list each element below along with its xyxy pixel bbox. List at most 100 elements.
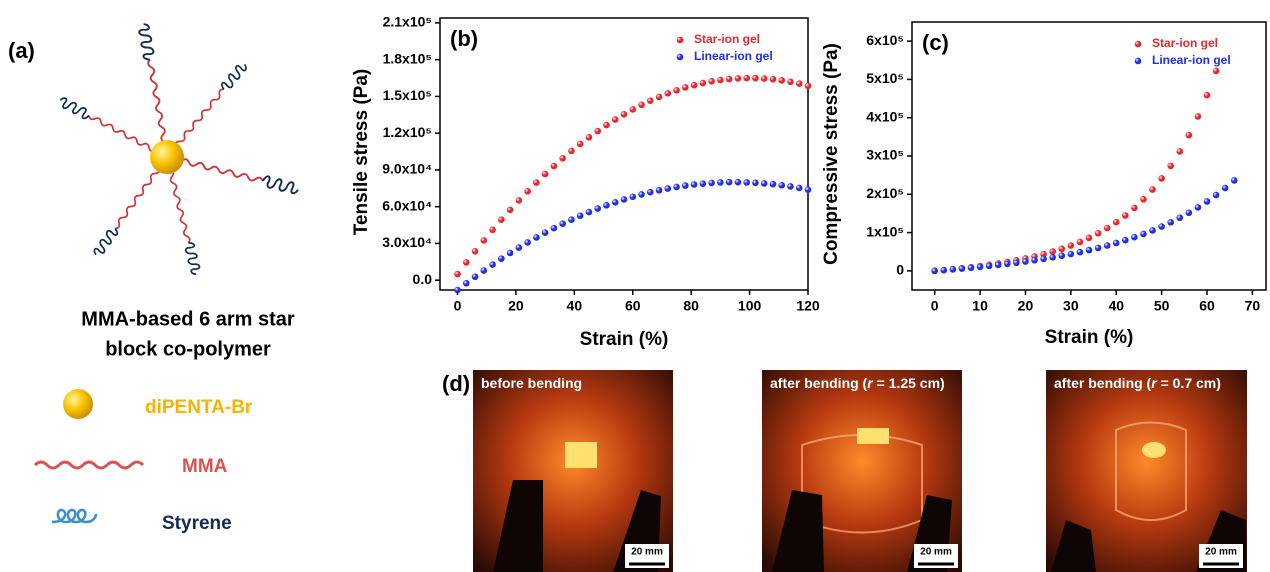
data-point	[1058, 245, 1065, 252]
data-point	[472, 273, 479, 280]
caption-text: = 1.25 cm)	[873, 375, 945, 391]
data-point	[995, 262, 1002, 269]
star-polymer-diagram	[58, 23, 299, 275]
data-point	[577, 212, 584, 219]
data-point	[463, 259, 470, 266]
data-point	[1022, 258, 1029, 265]
data-point	[665, 90, 672, 97]
data-point	[1186, 210, 1193, 217]
data-point	[931, 268, 938, 275]
data-point	[638, 191, 645, 198]
data-point	[787, 183, 794, 190]
y-tick-label: 3x10⁵	[866, 147, 904, 163]
data-point	[735, 75, 742, 82]
y-tick-label: 9.0x10⁴	[382, 161, 432, 177]
caption-text: = 0.7 cm)	[1157, 375, 1221, 391]
figure: (a) MMA-based 6 arm star block co-polyme…	[0, 0, 1270, 572]
x-axis-title: Strain (%)	[580, 329, 669, 350]
legend-label: Star-ion gel	[1152, 36, 1218, 50]
photo-caption: after bending (r = 0.7 cm)	[1054, 375, 1221, 391]
data-point	[603, 122, 610, 129]
data-point	[621, 196, 628, 203]
data-point	[691, 181, 698, 188]
data-point	[986, 263, 993, 270]
data-point	[778, 77, 785, 84]
data-point	[726, 179, 733, 186]
x-tick-label: 60	[1199, 298, 1215, 314]
data-point	[647, 97, 654, 104]
data-point	[673, 87, 680, 94]
y-tick-label: 1.2x10⁵	[383, 124, 432, 140]
panel-a: (a) MMA-based 6 arm star block co-polyme…	[8, 23, 299, 534]
caption-text: before bending	[481, 375, 582, 391]
data-point	[1077, 249, 1084, 256]
data-point	[551, 225, 558, 232]
scale-bar-label: 20 mm	[920, 547, 952, 558]
data-point	[700, 80, 707, 87]
data-point	[1086, 247, 1093, 254]
legend-label: Star-ion gel	[694, 32, 760, 46]
x-tick-label: 70	[1245, 298, 1261, 314]
data-point	[1213, 68, 1220, 75]
y-tick-label: 0	[896, 262, 904, 278]
data-point	[787, 79, 794, 86]
data-point	[559, 220, 566, 227]
data-point	[1122, 212, 1129, 219]
data-point	[463, 280, 470, 287]
caption: MMA-based 6 arm star	[81, 308, 295, 330]
data-point	[1140, 196, 1147, 203]
caption-text: after bending (	[1054, 375, 1152, 391]
data-point	[498, 216, 505, 223]
data-point	[735, 179, 742, 186]
data-point	[691, 82, 698, 89]
data-point	[743, 75, 750, 82]
y-tick-label: 6.0x10⁴	[382, 197, 432, 213]
data-point	[1149, 186, 1156, 193]
panel-label: (c)	[922, 30, 949, 55]
data-point	[577, 141, 584, 148]
legend-label: diPENTA-Br	[145, 397, 253, 418]
data-point	[1040, 256, 1047, 263]
data-point	[1095, 230, 1102, 237]
y-tick-label: 5x10⁵	[866, 70, 904, 86]
y-tick-label: 0.0	[413, 271, 433, 287]
y-tick-label: 1x10⁵	[866, 223, 904, 239]
data-point	[594, 205, 601, 212]
data-point	[1167, 163, 1174, 170]
data-point	[594, 128, 601, 135]
data-point	[629, 193, 636, 200]
y-tick-label: 3.0x10⁴	[382, 234, 432, 250]
data-point	[761, 75, 768, 82]
x-tick-label: 20	[1018, 298, 1034, 314]
data-point	[717, 179, 724, 186]
data-point	[1068, 251, 1075, 258]
photo: after bending (r = 0.7 cm) 20 mm	[1046, 370, 1247, 572]
x-tick-label: 10	[972, 298, 988, 314]
data-point	[708, 180, 715, 187]
data-point	[1222, 185, 1229, 192]
legend-marker	[1135, 58, 1142, 65]
y-axis-title: Compressive stress (Pa)	[821, 43, 842, 265]
photo: before bending 20 mm	[473, 370, 673, 572]
data-point	[950, 266, 957, 273]
data-point	[1149, 227, 1156, 234]
mma-icon	[35, 462, 143, 468]
data-point	[940, 267, 947, 274]
x-tick-label: 50	[1154, 298, 1170, 314]
legend-marker	[1135, 41, 1142, 48]
data-point	[1113, 240, 1120, 247]
data-point	[516, 244, 523, 251]
data-point	[638, 102, 645, 109]
data-point	[621, 111, 628, 118]
data-point	[700, 180, 707, 187]
legend-marker	[677, 37, 684, 44]
photo-caption: before bending	[481, 375, 582, 391]
data-point	[489, 227, 496, 234]
data-point	[647, 189, 654, 196]
photo-caption: after bending (r = 1.25 cm)	[770, 375, 945, 391]
data-point	[796, 80, 803, 87]
data-point	[533, 179, 540, 186]
data-point	[524, 239, 531, 246]
data-point	[507, 250, 514, 257]
data-point	[1104, 225, 1111, 232]
